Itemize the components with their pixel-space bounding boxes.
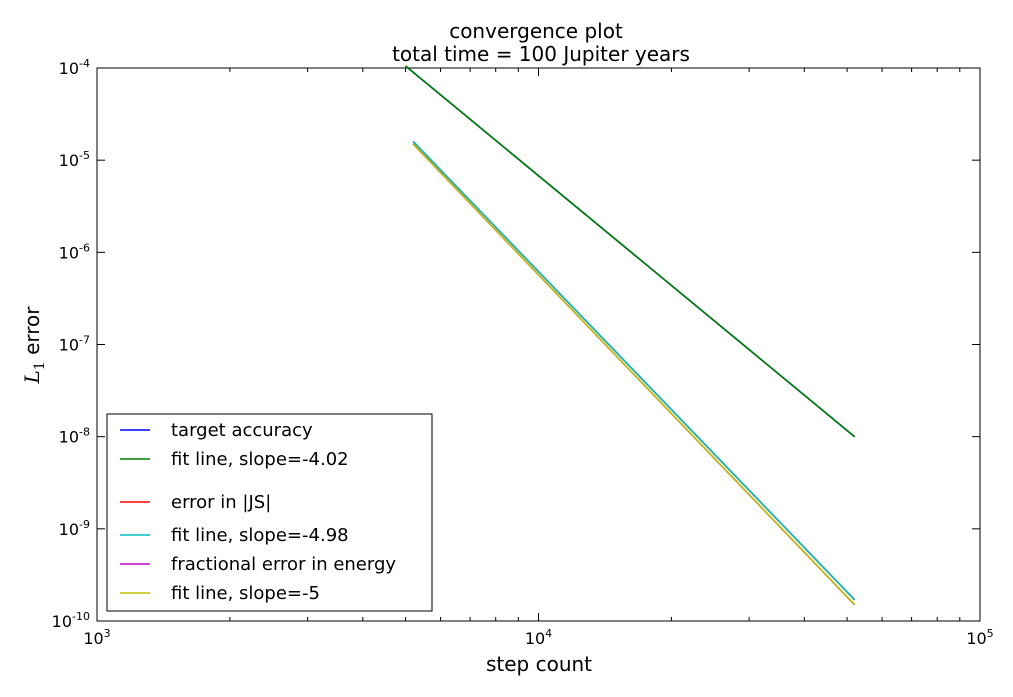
y-tick-label-exp: -6 — [79, 241, 90, 254]
legend-label-4: fractional error in energy — [171, 554, 396, 575]
y-tick-label: 10-5 — [59, 149, 90, 170]
y-axis-label-l: L — [20, 370, 44, 384]
x-tick-labels: 103 104 105 — [83, 627, 993, 648]
x-tick-label-base: 10 — [83, 629, 103, 648]
chart-title: convergence plot — [449, 19, 623, 43]
legend-box — [106, 413, 433, 612]
y-tick-label-base: 10 — [59, 520, 79, 539]
y-tick-label-exp: -8 — [79, 426, 90, 439]
x-tick-label-exp: 5 — [987, 627, 994, 640]
x-tick-label-base: 10 — [525, 629, 545, 648]
legend: target accuracy fit line, slope=-4.02 erro… — [106, 413, 433, 612]
legend-label-2: error in |JS| — [171, 492, 271, 513]
y-tick-label-exp: -7 — [79, 334, 90, 347]
y-tick-label-exp: -10 — [72, 610, 90, 623]
y-axis-label-rest: error — [20, 306, 44, 362]
series-lines — [405, 65, 856, 606]
y-tick-label-base: 10 — [52, 612, 72, 631]
y-tick-label: 10-8 — [59, 426, 90, 447]
legend-items: target accuracy fit line, slope=-4.02 erro… — [120, 420, 396, 604]
y-tick-label-base: 10 — [59, 59, 79, 78]
y-tick-label: 10-9 — [59, 518, 90, 539]
y-tick-label-exp: -5 — [79, 149, 90, 162]
chart-subtitle: total time = 100 Jupiter years — [392, 42, 690, 66]
legend-label-3: fit line, slope=-4.98 — [171, 525, 349, 546]
minor-ticks — [229, 68, 961, 621]
y-axis-label-sub: 1 — [32, 361, 48, 370]
y-tick-label-base: 10 — [59, 336, 79, 355]
major-ticks — [96, 67, 981, 622]
legend-label-1: fit line, slope=-4.02 — [171, 449, 349, 470]
series-line-5 — [412, 143, 856, 606]
series-line-1 — [405, 65, 856, 438]
x-tick-label: 104 — [525, 627, 552, 648]
y-axis-label: L1 error — [20, 306, 48, 385]
x-axis-label: step count — [486, 652, 592, 676]
y-tick-label: 10-4 — [59, 57, 90, 78]
y-tick-label-base: 10 — [59, 151, 79, 170]
y-tick-label-exp: -9 — [79, 518, 90, 531]
x-tick-label: 105 — [966, 627, 993, 648]
y-tick-label-base: 10 — [59, 428, 79, 447]
y-tick-label: 10-7 — [59, 334, 90, 355]
legend-label-0: target accuracy — [171, 420, 313, 441]
y-tick-label: 10-6 — [59, 241, 90, 262]
x-tick-label: 103 — [83, 627, 110, 648]
y-tick-label-base: 10 — [59, 243, 79, 262]
x-tick-label-exp: 4 — [545, 627, 552, 640]
series-line-3 — [412, 140, 856, 601]
y-tick-label: 10-10 — [52, 610, 90, 631]
x-tick-label-exp: 3 — [104, 627, 111, 640]
y-tick-label-exp: -4 — [79, 57, 90, 70]
x-tick-label-base: 10 — [966, 629, 986, 648]
legend-label-5: fit line, slope=-5 — [171, 583, 320, 604]
y-tick-labels: 10-410-510-610-710-810-910-10 — [52, 57, 90, 631]
